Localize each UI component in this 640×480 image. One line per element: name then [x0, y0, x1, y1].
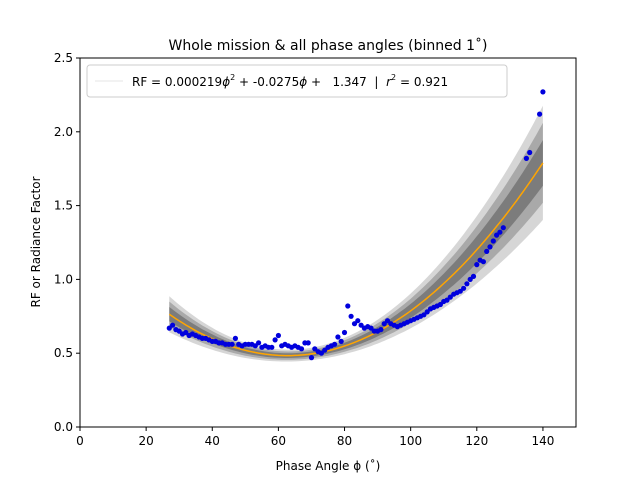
- data-point-27: [256, 340, 262, 346]
- x-tick-label: 80: [337, 434, 352, 448]
- x-tick-label: 100: [399, 434, 422, 448]
- x-axis-ticks: 0 20 40 60 80 100 120 140: [76, 427, 554, 448]
- legend-prefix: RF = 0.000219: [132, 75, 222, 89]
- legend-r-val: = 0.921: [396, 75, 448, 89]
- data-points: [166, 89, 546, 361]
- plot-frame: [79, 57, 577, 428]
- legend-r: r: [386, 75, 392, 89]
- data-point-55: [348, 313, 354, 319]
- data-point-51: [335, 334, 341, 340]
- x-tick-label: 20: [138, 434, 153, 448]
- data-point-96: [484, 248, 490, 254]
- y-tick-label: 2.5: [54, 51, 73, 65]
- x-tick-label: 120: [465, 434, 488, 448]
- data-point-91: [467, 276, 473, 282]
- data-point-50: [332, 341, 338, 347]
- data-point-93: [474, 262, 480, 268]
- data-point-84: [444, 297, 450, 303]
- y-tick-label: 0.5: [54, 346, 73, 360]
- data-point-98: [490, 238, 496, 244]
- data-point-52: [338, 338, 344, 344]
- data-point-105: [540, 89, 546, 95]
- data-point-102: [523, 155, 530, 161]
- data-point-64: [378, 327, 384, 333]
- data-point-97: [487, 244, 493, 250]
- data-point-53: [341, 329, 348, 336]
- data-point-54: [345, 303, 351, 309]
- data-point-5: [183, 329, 189, 336]
- data-point-33: [275, 332, 281, 339]
- x-tick-label: 40: [205, 434, 220, 448]
- data-point-19: [229, 341, 235, 347]
- x-axis-label: Phase Angle ϕ (˚): [276, 458, 381, 473]
- data-point-20: [232, 335, 238, 341]
- data-point-90: [464, 281, 470, 287]
- legend-box: [86, 64, 508, 98]
- x-tick-label: 140: [531, 434, 554, 448]
- legend-const: + 1.347 |: [307, 75, 386, 89]
- data-point-89: [461, 285, 467, 291]
- data-point-95: [480, 259, 486, 265]
- y-tick-label: 2.0: [54, 125, 73, 139]
- legend-phi-sq: ϕ: [222, 75, 230, 89]
- data-point-100: [497, 229, 503, 235]
- legend-sup2: 2: [230, 73, 235, 82]
- data-point-1: [170, 322, 176, 328]
- data-point-101: [500, 225, 506, 231]
- data-point-43: [308, 355, 315, 361]
- chart-title: Whole mission & all phase angles (binned…: [169, 37, 488, 54]
- y-axis-label: RF or Radiance Factor: [29, 176, 43, 307]
- y-axis-ticks: 0.0 0.5 1.0 1.5 2.0 2.5: [54, 51, 80, 434]
- data-point-65: [381, 321, 387, 327]
- data-point-57: [355, 318, 361, 324]
- y-tick-label: 1.5: [54, 199, 73, 213]
- data-point-31: [269, 344, 275, 350]
- data-point-66: [384, 318, 391, 324]
- legend-mid: + -0.0275: [235, 75, 299, 89]
- x-tick-label: 0: [76, 434, 84, 448]
- data-point-85: [447, 294, 453, 300]
- y-tick-label: 1.0: [54, 272, 73, 286]
- data-point-92: [470, 273, 477, 279]
- data-point-78: [424, 309, 430, 315]
- data-point-82: [437, 301, 443, 308]
- data-point-42: [305, 340, 311, 346]
- data-point-40: [298, 346, 305, 352]
- x-tick-label: 60: [271, 434, 286, 448]
- legend-phi: ϕ: [299, 75, 307, 89]
- data-point-104: [537, 111, 543, 117]
- data-point-56: [351, 321, 358, 327]
- data-point-103: [527, 149, 533, 156]
- data-point-61: [368, 325, 374, 331]
- legend: RF = 0.000219ϕ2 + -0.0275ϕ + 1.347 | r2 …: [86, 64, 508, 98]
- legend-r-sup: 2: [391, 73, 396, 82]
- legend-text: RF = 0.000219ϕ2 + -0.0275ϕ + 1.347 | r2 …: [132, 73, 448, 89]
- data-point-32: [272, 337, 278, 343]
- data-point-46: [318, 350, 324, 356]
- y-tick-label: 0.0: [54, 420, 73, 434]
